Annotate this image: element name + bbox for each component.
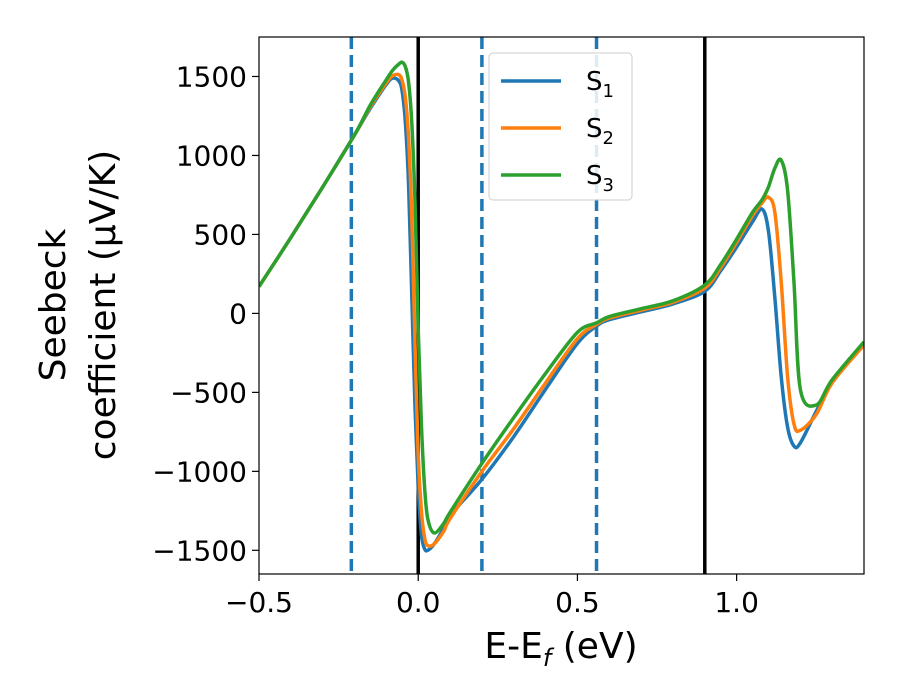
plot-frame <box>258 36 865 575</box>
series-line-s1 <box>259 76 864 553</box>
x-tick-label: 0.5 <box>555 586 600 619</box>
legend-label-s3: S3 <box>586 161 614 196</box>
y-tick-label: 1000 <box>176 139 247 172</box>
series-line-s2 <box>259 72 864 548</box>
x-axis-ticks: −0.5 0.0 0.5 1.0 <box>225 574 759 619</box>
series-line-s3 <box>259 60 864 535</box>
y-tick-label: −1000 <box>152 455 247 488</box>
y-tick-label: −1500 <box>152 534 247 567</box>
x-tick-label: 1.0 <box>714 586 759 619</box>
x-axis-title: E-Ef (eV) <box>484 626 637 672</box>
series-lines <box>259 60 864 553</box>
y-tick-label: 1500 <box>176 60 247 93</box>
legend-label-s1: S1 <box>586 67 614 102</box>
legend-label-s2: S2 <box>586 114 614 149</box>
x-tick-label: 0.0 <box>396 586 441 619</box>
legend: S1 S2 S3 <box>488 52 633 201</box>
y-tick-label: 500 <box>194 218 247 251</box>
y-axis-title-line2: coefficient (μV/K) <box>83 150 124 460</box>
y-tick-label: 0 <box>229 297 247 330</box>
y-tick-label: −500 <box>170 376 247 409</box>
x-tick-label: −0.5 <box>225 586 293 619</box>
y-axis-title: Seebeck coefficient (μV/K) <box>33 150 124 460</box>
y-axis-ticks: −1500 −1000 −500 0 500 1000 1500 <box>152 60 259 567</box>
y-axis-title-line1: Seebeck <box>33 228 74 381</box>
